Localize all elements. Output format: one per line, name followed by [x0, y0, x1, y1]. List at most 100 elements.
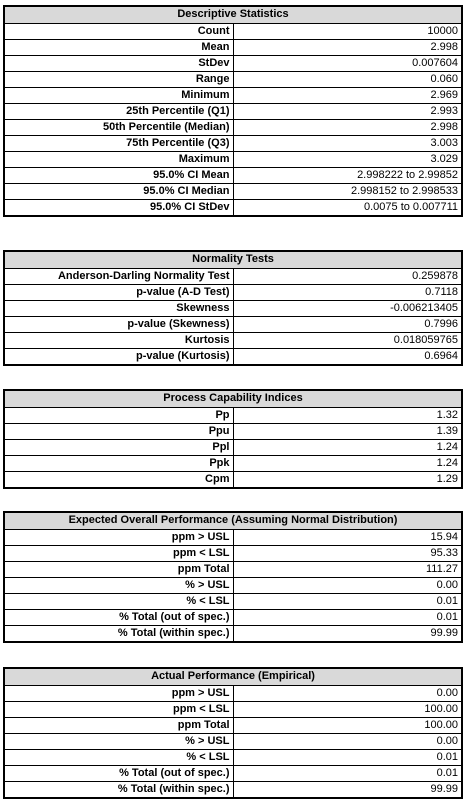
table-row: % Total (out of spec.) 0.01	[3, 764, 463, 782]
row-value: 111.27	[232, 560, 463, 578]
section-title: Process Capability Indices	[3, 389, 463, 408]
row-value: 1.39	[232, 422, 463, 440]
row-label: Kurtosis	[3, 331, 234, 349]
table-row: p-value (A-D Test) 0.7118	[3, 283, 463, 301]
row-value: 0.00	[232, 684, 463, 702]
row-label: % < LSL	[3, 748, 234, 766]
row-value: 10000	[232, 22, 463, 40]
table-row: ppm Total 100.00	[3, 716, 463, 734]
row-label: % > USL	[3, 732, 234, 750]
row-label: 50th Percentile (Median)	[3, 118, 234, 136]
table-row: Ppl 1.24	[3, 438, 463, 456]
section-title: Actual Performance (Empirical)	[3, 667, 463, 686]
table-row: 95.0% CI Median 2.998152 to 2.998533	[3, 182, 463, 200]
row-value: 2.998152 to 2.998533	[232, 182, 463, 200]
table-row: ppm < LSL 95.33	[3, 544, 463, 562]
table-row: % Total (within spec.) 99.99	[3, 624, 463, 643]
table-row: Count 10000	[3, 22, 463, 40]
row-label: % Total (within spec.)	[3, 780, 234, 799]
row-label: 95.0% CI StDev	[3, 198, 234, 217]
table-row: ppm > USL 0.00	[3, 684, 463, 702]
table-row: 95.0% CI Mean 2.998222 to 2.99852	[3, 166, 463, 184]
actual-performance-table: Actual Performance (Empirical) ppm > USL 0…	[3, 667, 463, 799]
row-value: 2.998	[232, 118, 463, 136]
row-value: 0.259878	[232, 267, 463, 285]
row-value: 0.7118	[232, 283, 463, 301]
row-value: 0.018059765	[232, 331, 463, 349]
row-value: 0.0075 to 0.007711	[232, 198, 463, 217]
table-row: Mean 2.998	[3, 38, 463, 56]
row-value: 0.01	[232, 748, 463, 766]
row-label: Range	[3, 70, 234, 88]
row-label: ppm > USL	[3, 684, 234, 702]
row-label: StDev	[3, 54, 234, 72]
table-row: ppm Total 111.27	[3, 560, 463, 578]
section-header-row: Normality Tests	[3, 250, 463, 269]
table-row: % < LSL 0.01	[3, 592, 463, 610]
row-value: 0.6964	[232, 347, 463, 366]
expected-performance-table: Expected Overall Performance (Assuming N…	[3, 511, 463, 643]
table-row: Pp 1.32	[3, 406, 463, 424]
row-value: 2.969	[232, 86, 463, 104]
row-label: p-value (Skewness)	[3, 315, 234, 333]
table-row: % Total (out of spec.) 0.01	[3, 608, 463, 626]
row-label: Count	[3, 22, 234, 40]
row-value: 15.94	[232, 528, 463, 546]
descriptive-statistics-table: Descriptive Statistics Count 10000 Mean 2.99…	[3, 5, 463, 217]
table-row: % < LSL 0.01	[3, 748, 463, 766]
row-value: 99.99	[232, 780, 463, 799]
row-value: 3.029	[232, 150, 463, 168]
row-label: Ppk	[3, 454, 234, 472]
row-value: 1.24	[232, 454, 463, 472]
row-label: % > USL	[3, 576, 234, 594]
row-value: 1.32	[232, 406, 463, 424]
row-value: 2.998222 to 2.99852	[232, 166, 463, 184]
row-label: Skewness	[3, 299, 234, 317]
table-row: Cpm 1.29	[3, 470, 463, 489]
row-label: 95.0% CI Mean	[3, 166, 234, 184]
row-label: Maximum	[3, 150, 234, 168]
table-row: ppm > USL 15.94	[3, 528, 463, 546]
row-label: ppm Total	[3, 560, 234, 578]
row-value: 100.00	[232, 716, 463, 734]
table-row: % > USL 0.00	[3, 732, 463, 750]
section-header-row: Descriptive Statistics	[3, 5, 463, 24]
row-label: 75th Percentile (Q3)	[3, 134, 234, 152]
table-row: ppm < LSL 100.00	[3, 700, 463, 718]
row-value: 2.998	[232, 38, 463, 56]
row-label: Mean	[3, 38, 234, 56]
section-title: Expected Overall Performance (Assuming N…	[3, 511, 463, 530]
row-label: Anderson-Darling Normality Test	[3, 267, 234, 285]
table-row: Anderson-Darling Normality Test 0.259878	[3, 267, 463, 285]
row-value: 99.99	[232, 624, 463, 643]
process-capability-table: Process Capability Indices Pp 1.32 Ppu 1.39 P…	[3, 389, 463, 489]
table-row: 75th Percentile (Q3) 3.003	[3, 134, 463, 152]
row-label: % Total (out of spec.)	[3, 764, 234, 782]
table-row: StDev 0.007604	[3, 54, 463, 72]
row-label: Minimum	[3, 86, 234, 104]
table-row: Ppu 1.39	[3, 422, 463, 440]
section-header-row: Actual Performance (Empirical)	[3, 667, 463, 686]
row-value: 1.29	[232, 470, 463, 489]
row-label: ppm < LSL	[3, 700, 234, 718]
row-value: 0.01	[232, 764, 463, 782]
row-value: 0.00	[232, 576, 463, 594]
row-value: 2.993	[232, 102, 463, 120]
table-row: % > USL 0.00	[3, 576, 463, 594]
row-label: Cpm	[3, 470, 234, 489]
table-row: p-value (Kurtosis) 0.6964	[3, 347, 463, 366]
table-row: Minimum 2.969	[3, 86, 463, 104]
section-header-row: Process Capability Indices	[3, 389, 463, 408]
section-title: Descriptive Statistics	[3, 5, 463, 24]
section-header-row: Expected Overall Performance (Assuming N…	[3, 511, 463, 530]
table-row: 50th Percentile (Median) 2.998	[3, 118, 463, 136]
row-value: 0.7996	[232, 315, 463, 333]
row-value: 1.24	[232, 438, 463, 456]
row-label: Ppl	[3, 438, 234, 456]
row-label: ppm < LSL	[3, 544, 234, 562]
table-row: Range 0.060	[3, 70, 463, 88]
table-row: Ppk 1.24	[3, 454, 463, 472]
row-value: 0.007604	[232, 54, 463, 72]
row-label: % Total (out of spec.)	[3, 608, 234, 626]
row-value: 0.00	[232, 732, 463, 750]
